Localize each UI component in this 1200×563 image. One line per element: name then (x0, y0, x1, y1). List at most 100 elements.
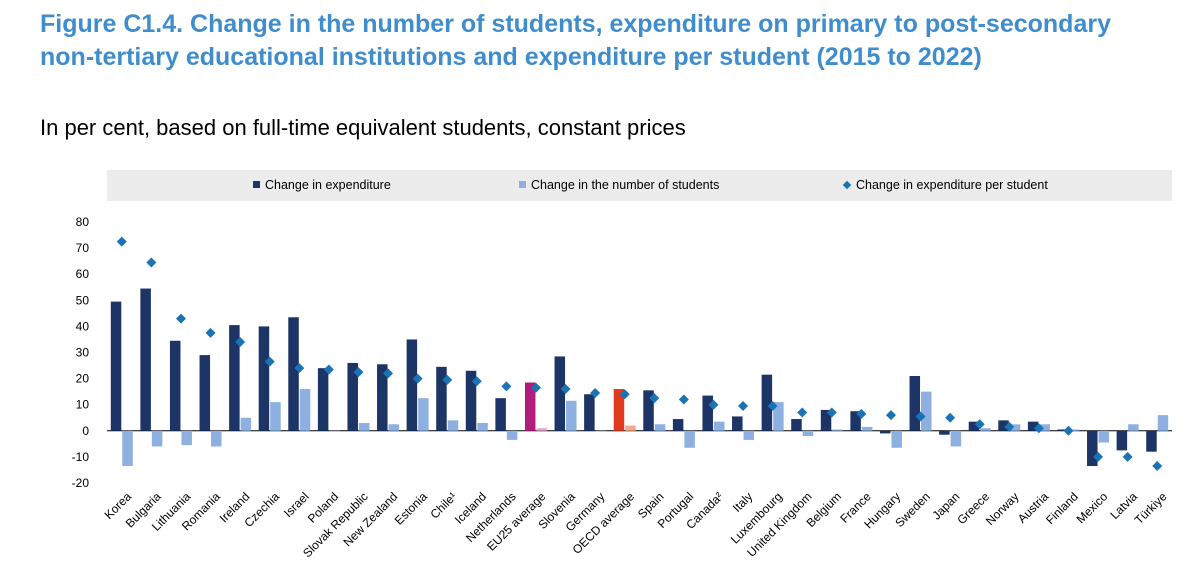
bar-students (329, 430, 340, 432)
bar-expenditure (1087, 430, 1098, 467)
bar-expenditure (110, 301, 122, 431)
legend-label-per-student: Change in expenditure per student (856, 178, 1048, 192)
marker-per-student (974, 419, 985, 430)
bar-students (447, 420, 459, 431)
bar-expenditure (909, 375, 921, 431)
marker-per-student (619, 389, 630, 400)
marker-per-student (1122, 451, 1133, 462)
bar-expenditure (199, 355, 211, 431)
bar-students (388, 424, 400, 431)
legend-label-students: Change in the number of students (531, 178, 720, 192)
marker-per-student (235, 337, 246, 348)
marker-per-student (116, 236, 127, 247)
bar-expenditure (288, 317, 299, 431)
marker-per-student (442, 374, 453, 385)
bar-students (891, 430, 902, 448)
marker-per-student (590, 387, 601, 398)
bar-expenditure (998, 420, 1009, 431)
marker-per-student (383, 368, 394, 379)
bar-students (713, 421, 725, 431)
bar-students (625, 425, 636, 431)
bar-students (1068, 429, 1080, 431)
chart-subtitle: In per cent, based on full-time equivale… (40, 115, 686, 140)
bar-expenditure (761, 374, 773, 431)
marker-per-student (1004, 421, 1015, 432)
bar-students (181, 430, 192, 446)
bar-expenditure (317, 368, 329, 431)
y-tick-label: 10 (76, 398, 90, 412)
x-tick-label: Estonia (392, 489, 430, 527)
bar-students (211, 430, 222, 447)
marker-per-student (767, 401, 778, 412)
marker-per-student (678, 394, 689, 405)
y-tick-label: 60 (76, 267, 90, 281)
bar-expenditure (643, 390, 654, 431)
legend-swatch-students (519, 181, 526, 188)
marker-per-student (264, 356, 275, 367)
marker-per-student (885, 410, 896, 421)
x-tick-label: Türkiye (1132, 489, 1170, 527)
y-tick-label: 30 (76, 346, 90, 360)
bar-students (861, 426, 873, 431)
bar-students (566, 400, 577, 431)
bar-students (358, 422, 370, 431)
bar-students (151, 430, 163, 447)
bar-students (240, 417, 252, 431)
bar-expenditure (554, 356, 566, 431)
bar-expenditure (1057, 429, 1068, 431)
bar-expenditure (1027, 421, 1039, 431)
bar-students (980, 428, 991, 431)
marker-per-student (530, 382, 541, 393)
bar-expenditure (347, 362, 358, 431)
x-tick-label: Italy (730, 489, 755, 514)
bar-expenditure (879, 430, 891, 434)
bar-students (299, 389, 311, 431)
bar-students (270, 402, 281, 431)
marker-per-student (649, 393, 660, 404)
bar-expenditure (406, 339, 418, 431)
legend-item-students: Change in the number of students (519, 178, 719, 193)
marker-per-student (1152, 461, 1163, 472)
marker-per-student (708, 399, 719, 410)
bar-expenditure (169, 340, 181, 431)
y-tick-label: 70 (76, 241, 90, 255)
bar-students (1009, 424, 1021, 431)
bar-expenditure (1146, 430, 1157, 452)
marker-per-student (826, 407, 837, 418)
y-tick-label: 80 (76, 215, 90, 229)
bar-students (802, 430, 814, 437)
marker-per-student (1063, 425, 1074, 436)
marker-per-student (205, 327, 216, 338)
chart-legend: Change in expenditure Change in the numb… (107, 170, 1172, 201)
legend-item-expenditure: Change in expenditure (253, 178, 391, 193)
bar-students (950, 430, 962, 447)
bar-expenditure (258, 326, 270, 431)
bar-students (1098, 430, 1110, 443)
legend-item-per-student: Change in expenditure per student (842, 178, 1048, 193)
x-tick-label: Norway (983, 489, 1022, 528)
marker-per-student (294, 363, 305, 374)
bar-students (477, 422, 488, 431)
bar-expenditure (495, 398, 506, 431)
y-tick-label: -20 (72, 476, 90, 490)
bar-expenditure (229, 325, 240, 431)
bar-students (506, 430, 518, 440)
bar-students (832, 429, 843, 431)
bar-expenditure (524, 382, 536, 431)
bar-students (921, 391, 932, 431)
bar-students (122, 430, 133, 467)
marker-per-student (323, 364, 334, 375)
bar-expenditure (702, 395, 713, 431)
x-tick-label: Finland (1043, 489, 1081, 527)
marker-per-student (353, 367, 364, 378)
bar-expenditure (968, 421, 980, 431)
bar-expenditure (140, 288, 151, 431)
marker-per-student (560, 384, 571, 395)
marker-per-student (797, 407, 808, 418)
bar-expenditure (1116, 430, 1128, 451)
bar-students (1157, 415, 1169, 431)
legend-swatch-expenditure (253, 181, 260, 188)
bar-students (684, 430, 695, 448)
marker-per-student (915, 411, 926, 422)
